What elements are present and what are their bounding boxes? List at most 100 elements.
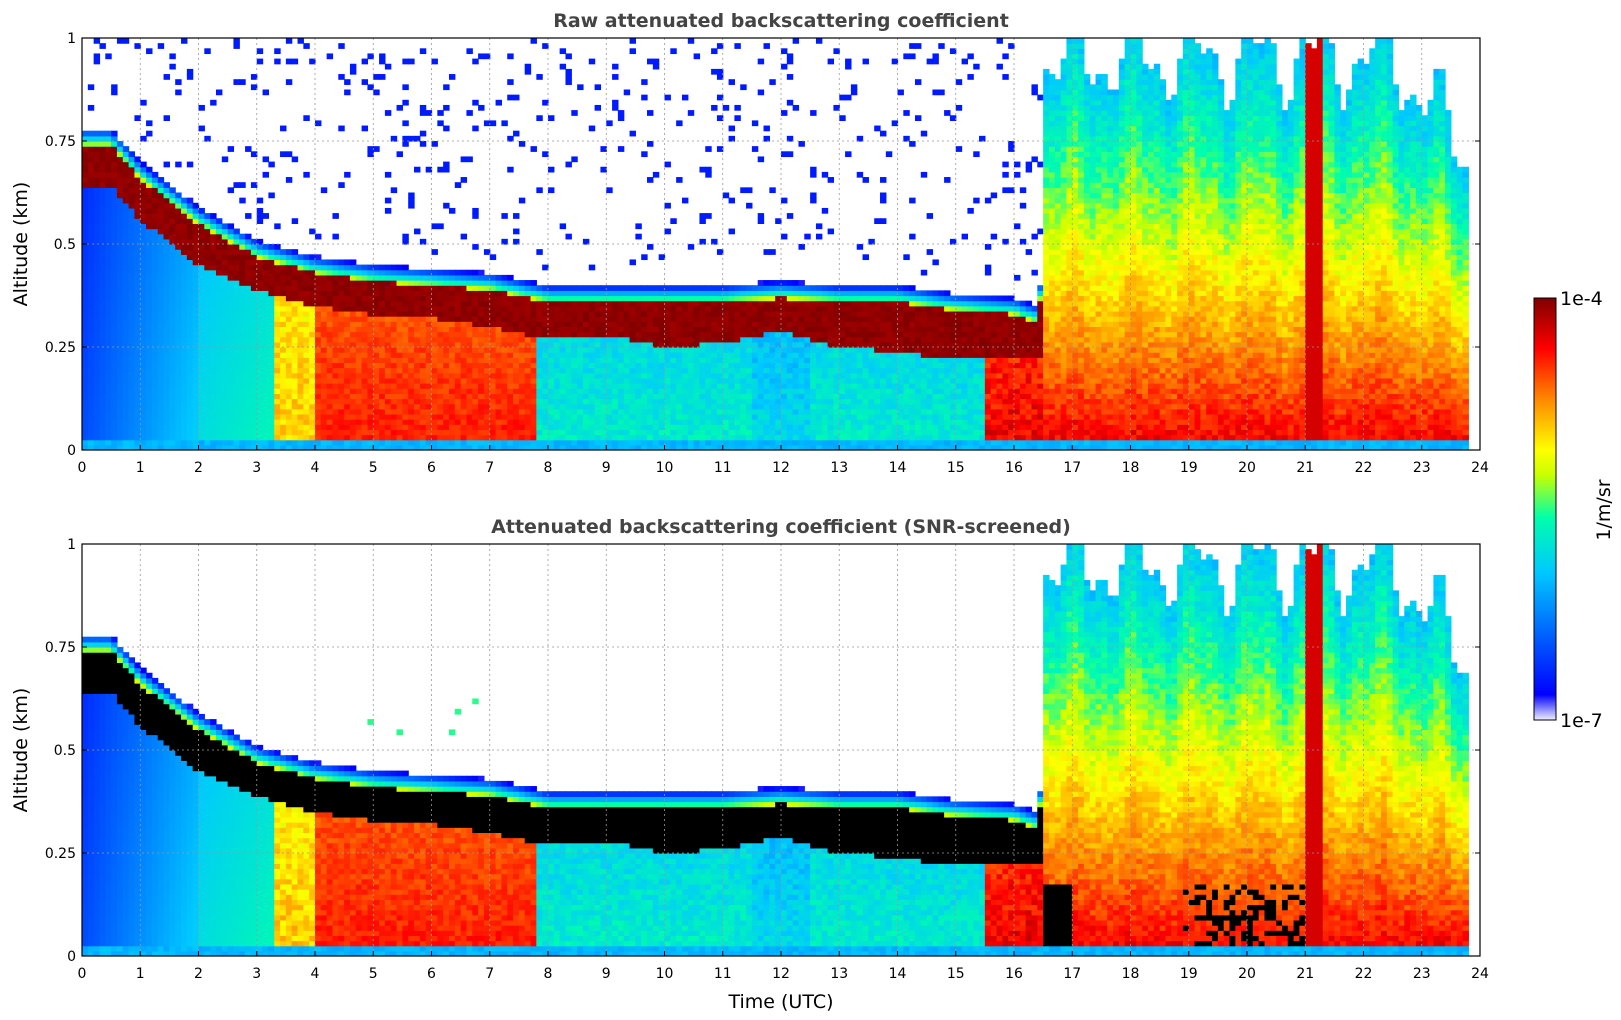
heat-cell bbox=[146, 290, 153, 297]
heat-cell bbox=[384, 408, 392, 415]
heat-cell bbox=[495, 424, 502, 430]
heat-cell bbox=[419, 403, 427, 410]
heat-cell bbox=[285, 388, 293, 394]
heat-cell bbox=[338, 352, 345, 358]
heat-cell bbox=[87, 213, 95, 219]
heat-cell bbox=[169, 444, 176, 450]
heat-cell bbox=[396, 408, 403, 415]
heat-cell bbox=[390, 300, 398, 307]
heat-cell bbox=[454, 377, 462, 384]
heat-cell bbox=[728, 362, 735, 369]
heat-cell bbox=[582, 419, 590, 425]
heat-cell bbox=[157, 244, 165, 250]
heat-cell bbox=[466, 331, 473, 338]
heat-cell bbox=[425, 341, 433, 348]
heat-cell bbox=[105, 228, 112, 235]
heat-cell bbox=[460, 367, 468, 374]
heat-cell bbox=[274, 290, 281, 297]
heat-cell bbox=[775, 398, 782, 405]
heat-cell bbox=[384, 398, 392, 405]
heat-cell bbox=[169, 269, 176, 276]
heat-cell bbox=[262, 398, 269, 405]
heat-cell bbox=[245, 326, 252, 333]
heat-cell bbox=[291, 254, 299, 261]
heat-cell bbox=[151, 223, 159, 230]
heat-cell bbox=[105, 305, 112, 312]
heat-cell bbox=[379, 408, 386, 415]
heat-cell bbox=[111, 434, 118, 441]
heat-cell bbox=[728, 372, 735, 379]
heat-cell bbox=[274, 316, 281, 322]
heat-cell bbox=[210, 254, 217, 261]
heat-cell bbox=[262, 336, 269, 343]
heat-cell bbox=[285, 316, 293, 322]
heat-cell bbox=[233, 43, 240, 49]
heat-cell bbox=[221, 269, 229, 276]
heat-cell bbox=[256, 290, 264, 297]
heat-cell bbox=[169, 424, 176, 430]
heat-cell bbox=[641, 254, 648, 261]
heat-cell bbox=[705, 398, 712, 405]
heat-cell bbox=[99, 141, 106, 147]
heat-cell bbox=[775, 434, 782, 441]
heat-cell bbox=[146, 238, 153, 245]
heat-cell bbox=[536, 362, 543, 369]
heat-cell bbox=[233, 419, 240, 425]
heat-cell bbox=[163, 413, 170, 420]
heat-cell bbox=[495, 393, 502, 400]
heat-cell bbox=[722, 104, 730, 111]
heat-cell bbox=[373, 372, 380, 379]
heat-cell bbox=[221, 408, 229, 415]
heat-cell bbox=[390, 321, 398, 327]
heat-cell bbox=[175, 207, 182, 214]
heat-cell bbox=[483, 336, 491, 343]
heat-cell bbox=[285, 264, 293, 271]
heat-cell bbox=[239, 367, 246, 374]
heat-cell bbox=[472, 285, 479, 291]
heat-cell bbox=[495, 280, 502, 286]
heat-cell bbox=[501, 238, 508, 245]
heat-cell bbox=[629, 429, 636, 436]
heat-cell bbox=[664, 321, 671, 327]
heat-cell bbox=[99, 146, 106, 152]
heat-cell bbox=[769, 388, 776, 394]
heat-cell bbox=[128, 285, 136, 291]
heat-cell bbox=[472, 377, 479, 384]
heat-cell bbox=[186, 228, 194, 235]
heat-cell bbox=[408, 439, 415, 446]
heat-cell bbox=[507, 135, 514, 142]
heat-cell bbox=[215, 408, 223, 415]
heat-cell bbox=[210, 259, 217, 266]
heat-cell bbox=[105, 341, 112, 348]
heat-cell bbox=[227, 305, 235, 312]
heat-cell bbox=[355, 372, 363, 379]
heat-cell bbox=[425, 367, 433, 374]
heat-cell bbox=[134, 377, 141, 384]
heat-cell bbox=[542, 43, 549, 49]
heat-cell bbox=[693, 300, 701, 307]
heat-cell bbox=[402, 295, 409, 302]
heat-cell bbox=[355, 357, 363, 364]
heat-cell bbox=[192, 305, 200, 312]
heat-cell bbox=[769, 310, 776, 317]
heat-cell bbox=[262, 408, 269, 415]
heat-cell bbox=[524, 326, 532, 333]
heat-cell bbox=[542, 388, 549, 394]
heat-cell bbox=[652, 424, 660, 430]
heat-cell bbox=[99, 244, 106, 250]
heat-cell bbox=[111, 372, 118, 379]
heat-cell bbox=[221, 300, 229, 307]
heat-cell bbox=[705, 444, 712, 450]
heat-cell bbox=[128, 274, 136, 281]
heat-cell bbox=[495, 341, 502, 348]
heat-cell bbox=[262, 249, 269, 255]
heat-cell bbox=[116, 238, 124, 245]
heat-cell bbox=[198, 244, 205, 250]
heat-cell bbox=[361, 429, 369, 436]
heat-cell bbox=[315, 429, 322, 436]
heat-cell bbox=[285, 326, 293, 333]
heat-cell bbox=[384, 110, 392, 116]
heat-cell bbox=[373, 393, 380, 400]
heat-cell bbox=[402, 316, 409, 322]
heat-cell bbox=[320, 403, 328, 410]
